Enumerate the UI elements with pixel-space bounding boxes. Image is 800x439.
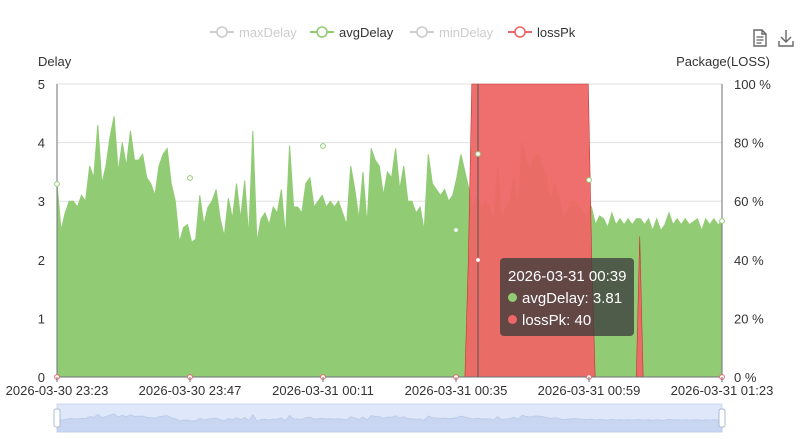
avgdelay-color-dot [508,293,517,302]
x-tick-label: 2026-03-31 00:35 [405,383,508,398]
y-right-tick-label: 20 % [734,311,764,326]
zoom-selection [57,404,722,432]
x-tick-label: 2026-03-31 01:23 [671,383,774,398]
legend-label-avgdelay: avgDelay [339,25,394,40]
y-right-tick-label: 0 % [734,370,757,385]
y-left-tick-label: 4 [38,136,45,151]
data-view-icon[interactable] [748,26,772,50]
legend: maxDelay avgDelay minDelay lossPk [210,25,576,40]
legend-item-mindelay[interactable]: minDelay [410,25,494,40]
legend-marker-maxdelay [216,26,228,38]
avgdelay-point [187,175,193,181]
y-left-tick-label: 0 [38,370,45,385]
y-right-tick-label: 100 % [734,77,771,92]
legend-marker-mindelay [416,26,428,38]
x-tick-label: 2026-03-31 00:11 [272,383,374,398]
axis-titles: Delay Package(LOSS) [38,54,770,69]
toolbox [748,26,800,50]
tooltip: 2026-03-31 00:39 avgDelay: 3.81 lossPk: … [500,258,634,336]
y-left-tick-label: 2 [38,253,45,268]
x-tick-label: 2026-03-30 23:47 [139,383,242,398]
x-tick-label: 2026-03-30 23:23 [6,383,109,398]
axes: 0 0 % 1 20 % 2 40 % 3 60 % 4 80 % 5 100 % [38,77,772,385]
tooltip-row-losspk: lossPk: 40 [508,310,626,332]
avgdelay-point [719,218,725,224]
legend-marker-losspk [514,26,526,38]
download-icon[interactable] [774,26,798,50]
y-left-tick-label: 3 [38,194,45,209]
avgdelay-point [586,177,592,183]
x-axis-ticks: 2026-03-30 23:23 2026-03-30 23:47 2026-03-… [6,377,774,398]
zoom-handle-right[interactable] [718,408,726,428]
data-zoom-slider[interactable] [53,403,726,433]
y-left-axis-title: Delay [38,54,72,69]
legend-label-maxdelay: maxDelay [239,25,297,40]
legend-marker-avgdelay [316,26,328,38]
legend-item-avgdelay[interactable]: avgDelay [310,25,394,40]
y-right-axis-title: Package(LOSS) [676,54,770,69]
zoom-preview-area [56,413,723,433]
avgdelay-point [475,151,481,157]
legend-item-maxdelay[interactable]: maxDelay [210,25,297,40]
avgdelay-point [453,227,459,233]
legend-label-losspk: lossPk [537,25,576,40]
y-right-tick-label: 80 % [734,136,764,151]
avgdelay-point [54,181,60,187]
tooltip-title: 2026-03-31 00:39 [508,268,627,285]
losspk-color-dot [508,315,517,324]
tooltip-avgdelay-value: avgDelay: 3.81 [522,290,623,307]
avgdelay-area [56,116,723,378]
x-tick-label: 2026-03-31 00:59 [538,383,641,398]
losspk-point [475,257,481,263]
y-left-tick-label: 5 [38,77,45,92]
tooltip-row-avgdelay: avgDelay: 3.81 [508,288,626,310]
y-left-tick-label: 1 [38,311,45,326]
avgdelay-point [320,143,326,149]
legend-item-losspk[interactable]: lossPk [508,25,576,40]
y-right-tick-label: 60 % [734,194,764,209]
zoom-handle-left[interactable] [53,408,61,428]
y-right-tick-label: 40 % [734,253,764,268]
legend-label-mindelay: minDelay [439,25,494,40]
tooltip-losspk-value: lossPk: 40 [522,312,592,329]
series-points [54,143,725,380]
